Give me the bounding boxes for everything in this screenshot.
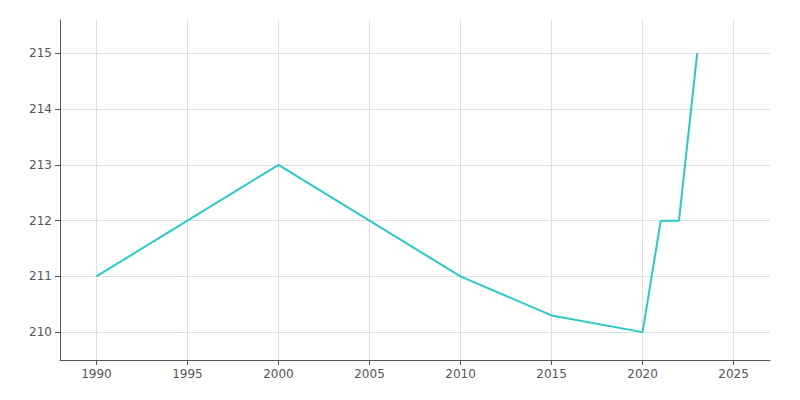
svg-text:1995: 1995 xyxy=(172,367,203,381)
svg-text:215: 215 xyxy=(29,46,52,60)
svg-text:1990: 1990 xyxy=(81,367,112,381)
svg-text:2005: 2005 xyxy=(354,367,385,381)
svg-text:212: 212 xyxy=(29,214,52,228)
svg-text:214: 214 xyxy=(29,102,52,116)
svg-text:2015: 2015 xyxy=(536,367,567,381)
svg-text:211: 211 xyxy=(29,269,52,283)
svg-text:210: 210 xyxy=(29,325,52,339)
svg-text:2025: 2025 xyxy=(718,367,749,381)
svg-text:213: 213 xyxy=(29,158,52,172)
svg-text:2000: 2000 xyxy=(263,367,294,381)
svg-text:2020: 2020 xyxy=(627,367,658,381)
svg-text:2010: 2010 xyxy=(445,367,476,381)
